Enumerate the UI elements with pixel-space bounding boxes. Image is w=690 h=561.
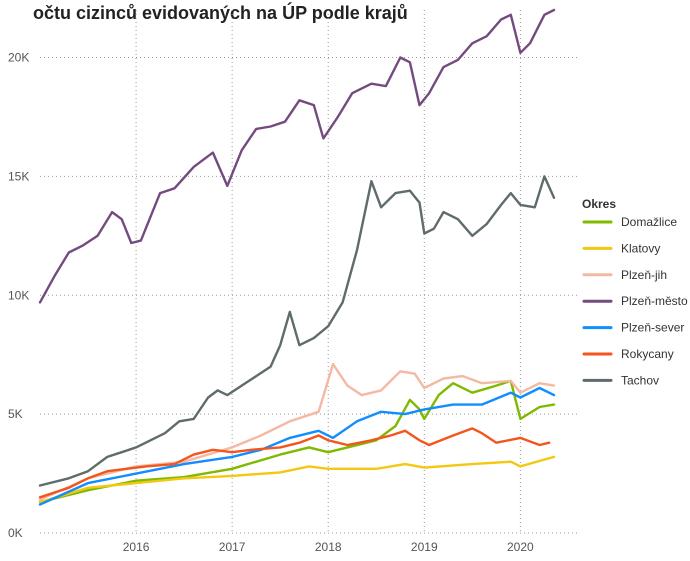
x-tick-label: 2018 <box>315 540 342 554</box>
legend-label[interactable]: Plzeň-sever <box>621 321 684 335</box>
series-line-plze-m-sto[interactable] <box>38 8 556 304</box>
legend-title: Okres <box>582 197 616 211</box>
grid-lines <box>40 10 578 534</box>
y-tick-label: 5K <box>8 407 23 421</box>
legend-label[interactable]: Rokycany <box>621 347 674 361</box>
legend-label[interactable]: Plzeň-jih <box>621 268 667 282</box>
y-tick-label: 20K <box>8 51 29 65</box>
y-axis-ticks: 0K 5K 10K 15K 20K <box>8 51 29 540</box>
legend-label[interactable]: Klatovy <box>621 241 660 255</box>
y-tick-label: 0K <box>8 526 23 540</box>
series-line-klatovy[interactable] <box>38 455 556 504</box>
series-line-plze-jih[interactable] <box>38 363 556 501</box>
series-line-rokycany[interactable] <box>38 427 551 499</box>
x-axis-ticks: 2016 2017 2018 2019 2020 <box>123 540 534 554</box>
legend-label[interactable]: Tachov <box>621 373 659 387</box>
series-lines <box>38 8 556 506</box>
legend: Okres Domažlice Klatovy Plzeň-jih Plzeň-měs… <box>582 197 688 387</box>
legend-label[interactable]: Domažlice <box>621 215 677 229</box>
x-tick-label: 2020 <box>507 540 534 554</box>
legend-label[interactable]: Plzeň-město <box>621 294 688 308</box>
x-tick-label: 2019 <box>411 540 438 554</box>
x-tick-label: 2016 <box>123 540 150 554</box>
chart-title: očtu cizinců evidovaných na ÚP podle kra… <box>33 2 408 23</box>
y-tick-label: 10K <box>8 288 29 302</box>
y-tick-label: 15K <box>8 169 29 183</box>
x-tick-label: 2017 <box>219 540 246 554</box>
series-line-plze-sever[interactable] <box>38 386 556 506</box>
series-line-tachov[interactable] <box>38 175 556 487</box>
